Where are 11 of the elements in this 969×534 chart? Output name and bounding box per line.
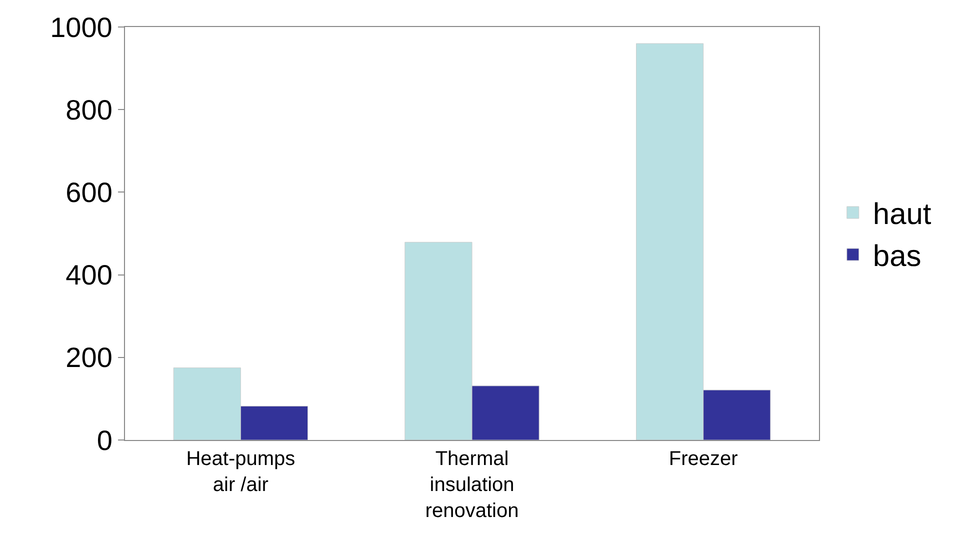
y-tick-label: 0 (96, 424, 112, 456)
y-tick-label: 200 (66, 342, 112, 374)
x-tick-label: Thermal insulation renovation (425, 448, 519, 522)
y-tick-label: 1000 (50, 12, 112, 43)
x-tick-label: Freezer (668, 448, 738, 470)
y-tick-label: 600 (66, 177, 112, 208)
y-tick-label: 400 (66, 260, 112, 291)
y-tick-label: 800 (66, 94, 112, 126)
legend-label: haut (872, 198, 932, 232)
x-tick-label: Heat-pumps air /air (186, 448, 296, 496)
legend-label: bas (872, 240, 922, 274)
